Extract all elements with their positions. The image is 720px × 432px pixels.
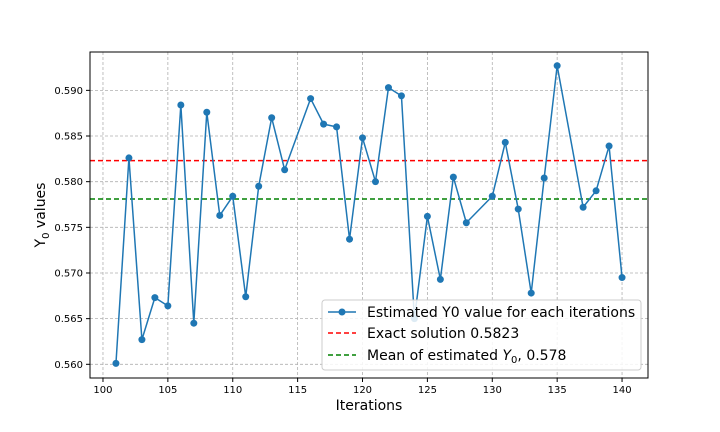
data-point <box>320 120 328 128</box>
y-tick-label: 0.590 <box>54 86 83 97</box>
data-point <box>359 134 367 142</box>
x-tick-label: 130 <box>483 385 502 396</box>
x-tick-label: 105 <box>158 385 177 396</box>
data-point <box>190 319 198 327</box>
plot-frame <box>89 51 649 379</box>
x-tick-label: 120 <box>353 385 372 396</box>
data-point <box>333 123 341 131</box>
y-tick-label: 0.585 <box>54 132 83 143</box>
data-point <box>605 142 613 150</box>
data-point <box>216 211 224 219</box>
data-point <box>229 192 237 200</box>
data-point <box>423 212 431 220</box>
data-point <box>384 84 392 92</box>
data-point <box>138 336 146 344</box>
data-point <box>268 114 276 122</box>
x-tick-label: 110 <box>223 385 242 396</box>
data-point <box>112 359 120 367</box>
y-tick-label: 0.565 <box>54 314 83 325</box>
data-point <box>592 187 600 195</box>
y-tick-label: 0.575 <box>54 223 83 234</box>
data-point <box>618 274 626 282</box>
legend-series-label: Estimated Y0 value for each iterations <box>367 305 635 321</box>
legend-exact-label: Exact solution 0.5823 <box>367 326 519 342</box>
data-point <box>488 192 496 200</box>
data-point <box>164 302 172 310</box>
y-axis-label: Y0 values <box>33 183 52 249</box>
x-tick-label: 115 <box>288 385 307 396</box>
data-point <box>462 219 470 227</box>
data-point <box>281 166 289 174</box>
reference-lines <box>90 159 648 200</box>
data-point <box>527 289 535 297</box>
y-tick-label: 0.560 <box>54 360 83 371</box>
data-point <box>449 173 457 181</box>
x-tick-label: 135 <box>548 385 567 396</box>
data-point <box>514 205 522 213</box>
data-point <box>346 235 354 243</box>
data-point <box>371 178 379 186</box>
data-point <box>540 174 548 182</box>
data-point <box>579 203 587 211</box>
data-point <box>501 138 509 146</box>
data-point <box>397 92 405 100</box>
x-axis-ticks: 100 105 110 115 120 125 130 135 140 <box>93 378 632 396</box>
legend: Estimated Y0 value for each iterations E… <box>321 299 642 371</box>
y-axis-ticks: 0.560 0.565 0.570 0.575 0.580 0.585 0.590 <box>54 86 90 371</box>
data-point <box>242 293 250 301</box>
data-point <box>203 108 211 116</box>
data-point <box>553 62 561 70</box>
x-tick-label: 140 <box>612 385 631 396</box>
data-point <box>177 101 185 109</box>
y-tick-label: 0.580 <box>54 177 83 188</box>
x-tick-label: 125 <box>418 385 437 396</box>
data-point <box>436 275 444 283</box>
x-axis-label: Iterations <box>336 398 403 414</box>
x-tick-label: 100 <box>93 385 112 396</box>
legend-mean-label: Mean of estimated Y0, 0.578 <box>367 348 566 366</box>
data-series <box>112 62 626 367</box>
data-point <box>307 95 315 103</box>
y-tick-label: 0.570 <box>54 268 83 279</box>
legend-box <box>321 299 642 371</box>
legend-series-marker <box>338 308 346 316</box>
data-point <box>151 294 159 302</box>
data-point <box>255 182 263 190</box>
data-point <box>125 154 133 162</box>
